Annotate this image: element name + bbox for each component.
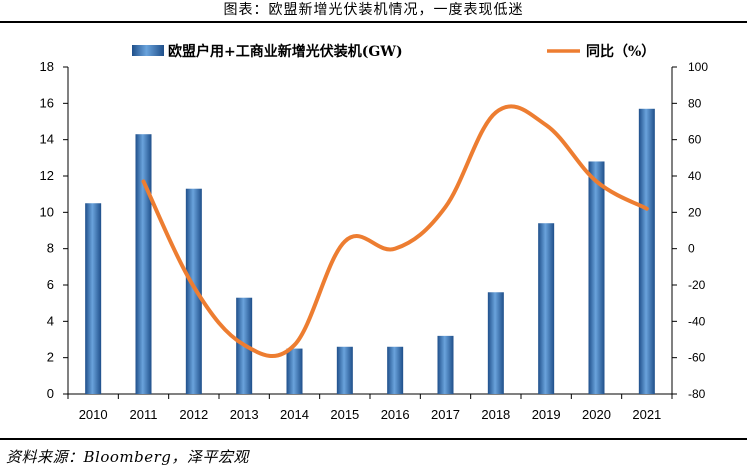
yoy-line <box>141 104 649 358</box>
y-left-tick-label: 14 <box>40 132 54 147</box>
chart-legend: 欧盟户用+工商业新增光伏装机(GW) 同比（%） <box>132 43 655 60</box>
y-left-tick-label: 4 <box>47 313 54 328</box>
y-right-tick-label: -40 <box>688 314 706 328</box>
top-rule <box>0 21 747 23</box>
x-tick-label: 2015 <box>330 407 359 422</box>
bar-2012 <box>185 188 202 394</box>
chart-axes: 0 2 4 6 8 10 12 14 16 18 -80 -60 -40 -20 0 20 40 60 80 100 2… <box>40 59 709 422</box>
x-tick-label: 2011 <box>130 407 158 422</box>
x-tick-label: 2017 <box>431 407 460 422</box>
y-left-tick-label: 2 <box>47 350 54 365</box>
y-left-tick-label: 6 <box>47 277 54 292</box>
bar-2020 <box>588 161 605 394</box>
x-tick-label: 2018 <box>481 407 510 422</box>
legend-bar-label: 欧盟户用+工商业新增光伏装机(GW) <box>168 43 403 60</box>
y-right-tick-label: 100 <box>688 60 708 74</box>
x-tick-label: 2020 <box>582 407 611 422</box>
bar-2014 <box>286 348 303 394</box>
bar-2018 <box>487 292 504 394</box>
bar-2019 <box>538 223 555 394</box>
y-left-tick-label: 12 <box>40 168 54 183</box>
bar-2011 <box>135 134 152 394</box>
y-right-tick-label: 80 <box>688 96 702 110</box>
y-right-tick-label: 20 <box>688 205 702 219</box>
legend-line-label: 同比（%） <box>586 43 655 60</box>
y-right-tick-label: 60 <box>688 133 702 147</box>
source-note: 资料来源：Bloomberg，泽平宏观 <box>6 448 249 466</box>
y-left-tick-label: 10 <box>40 204 54 219</box>
bottom-rule <box>0 438 747 440</box>
bar-2017 <box>437 335 454 394</box>
y-left-tick-label: 0 <box>47 386 54 401</box>
x-tick-label: 2019 <box>532 407 561 422</box>
bar-series <box>85 108 655 395</box>
legend-bar-swatch <box>132 45 164 56</box>
x-tick-label: 2010 <box>79 407 108 422</box>
y-right-tick-label: -20 <box>688 278 706 292</box>
y-right-tick-label: -60 <box>688 351 706 365</box>
chart-caption: 图表：欧盟新增光伏装机情况，一度表现低迷 <box>223 2 524 18</box>
x-tick-label: 2021 <box>632 407 661 422</box>
bar-2016 <box>387 346 404 394</box>
y-right-tick-label: 40 <box>688 169 702 183</box>
y-left-tick-label: 8 <box>47 241 54 256</box>
x-tick-label: 2016 <box>381 407 410 422</box>
yoy-line-series <box>141 104 649 358</box>
x-tick-label: 2013 <box>230 407 259 422</box>
x-tick-label: 2014 <box>280 407 309 422</box>
y-right-tick-label: -80 <box>688 387 706 401</box>
bar-2010 <box>85 203 102 394</box>
bar-2021 <box>638 108 655 395</box>
y-right-tick-label: 0 <box>688 242 695 256</box>
bar-2015 <box>336 346 353 394</box>
x-tick-label: 2012 <box>179 407 208 422</box>
y-left-tick-label: 16 <box>40 95 54 110</box>
y-left-tick-label: 18 <box>40 59 54 74</box>
